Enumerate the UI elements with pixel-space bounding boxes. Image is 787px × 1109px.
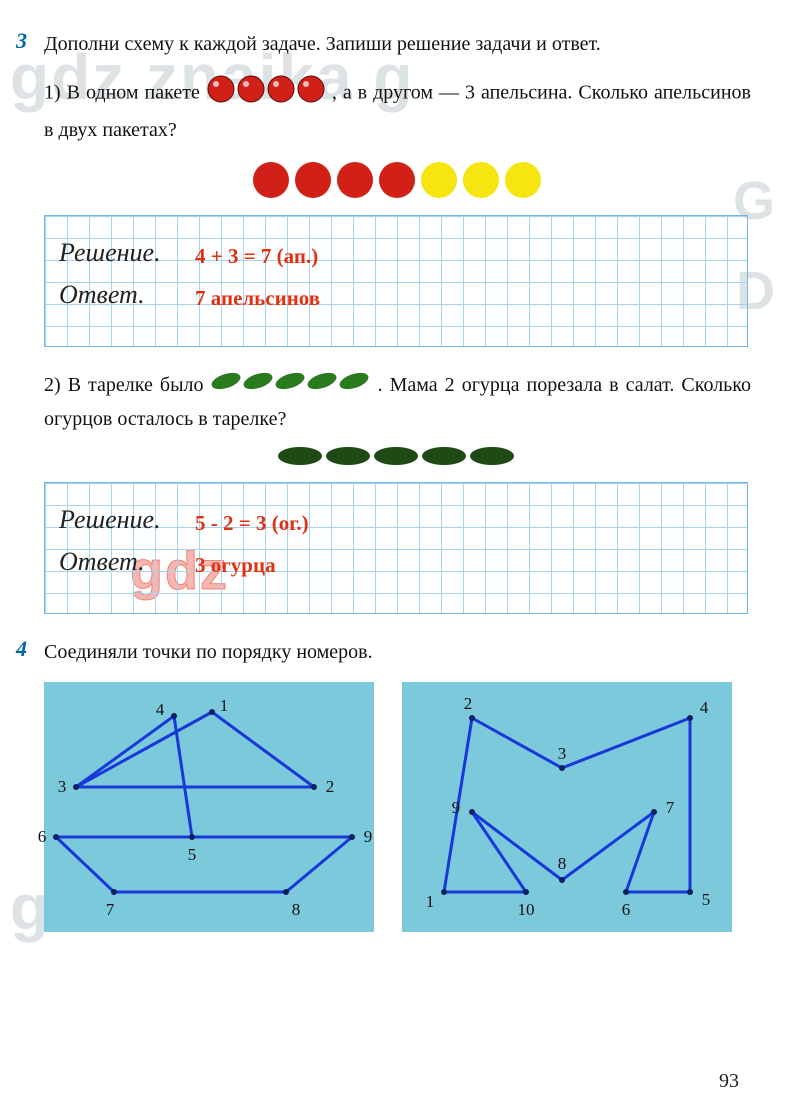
answer-grid-1: Решение. 4 + 3 = 7 (ап.) Ответ. 7 апельс…: [44, 215, 748, 347]
problem-1-text: 1) В одном пакете , а в другом — 3 апель…: [44, 74, 751, 146]
orange-diagram: [44, 160, 751, 205]
solution-label: Решение.: [59, 505, 161, 535]
cucumber-diagram: [44, 445, 751, 472]
task-4: 4 Соединяли точки по порядку номеров. 1 2…: [44, 636, 751, 932]
solution-value: 5 - 2 = 3 (ог.): [195, 511, 309, 536]
point-label: 3: [558, 744, 567, 764]
point-label: 6: [622, 900, 631, 920]
point-label: 5: [188, 845, 197, 865]
answer-value: 7 апельсинов: [195, 286, 320, 311]
point-label: 4: [700, 698, 709, 718]
task-number: 4: [16, 636, 27, 662]
point-label: 1: [220, 696, 229, 716]
point-label: 10: [518, 900, 535, 920]
orange-icons-inline: [206, 74, 326, 114]
answer-label: Ответ.: [59, 280, 145, 310]
point-label: 2: [464, 694, 473, 714]
point-label: 7: [106, 900, 115, 920]
point-label: 9: [452, 798, 461, 818]
point-label: 8: [292, 900, 301, 920]
dot-graph-a: [44, 682, 374, 932]
task-intro: Дополни схему к каждой задаче. Запиши ре…: [44, 28, 751, 60]
point-label: 4: [156, 700, 165, 720]
point-label: 6: [38, 827, 47, 847]
problem-2-text: 2) В тарелке было . Мама 2 огурца пореза…: [44, 369, 751, 435]
point-label: 5: [702, 890, 711, 910]
p2-prefix: 2) В тарелке было: [44, 374, 211, 396]
point-label: 7: [666, 798, 675, 818]
dot-panel-b: 1 2 3 4 5 6 7 8 9 10: [402, 682, 732, 932]
solution-value: 4 + 3 = 7 (ап.): [195, 244, 318, 269]
solution-label: Решение.: [59, 238, 161, 268]
point-label: 2: [326, 777, 335, 797]
point-label: 1: [426, 892, 435, 912]
dot-panel-a: 123456789: [44, 682, 374, 932]
point-label: 3: [58, 777, 67, 797]
cucumber-icons-inline: [211, 369, 371, 403]
answer-value: 3 огурца: [195, 553, 276, 578]
answer-grid-2: Решение. 5 - 2 = 3 (ог.) Ответ. 3 огурца: [44, 482, 748, 614]
task4-text: Соединяли точки по порядку номеров.: [44, 636, 751, 668]
page-number: 93: [719, 1070, 739, 1093]
point-label: 9: [364, 827, 373, 847]
task-3: 3 Дополни схему к каждой задаче. Запиши …: [44, 28, 751, 614]
answer-label: Ответ.: [59, 547, 145, 577]
dot-panels: 1 2 3 4 5 6 7 8 9 1 2 3 4 5 6 7 8 9 10: [44, 682, 751, 932]
task-number: 3: [16, 28, 27, 54]
p1-prefix: 1) В одном пакете: [44, 82, 206, 104]
point-label: 8: [558, 854, 567, 874]
